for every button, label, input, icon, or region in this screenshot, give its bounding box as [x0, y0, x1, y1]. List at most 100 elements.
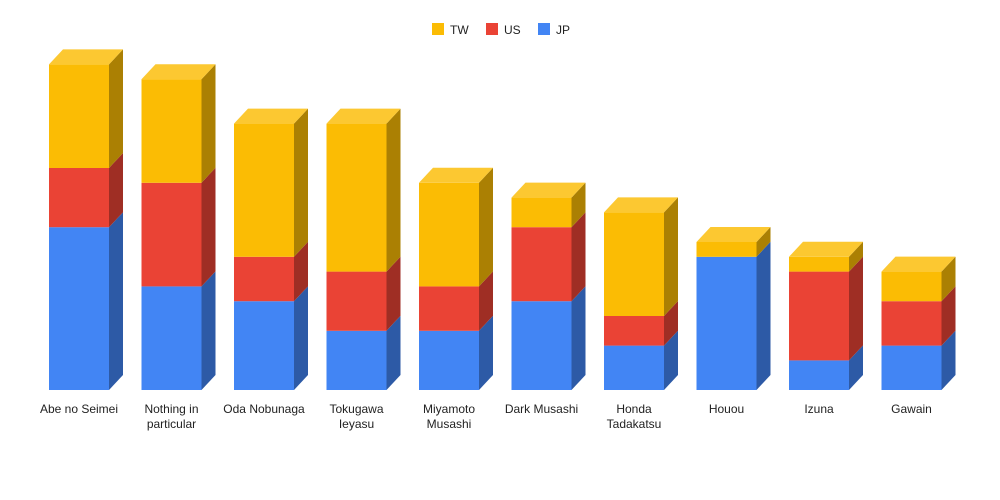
bar-side-jp	[201, 271, 216, 390]
bar-side-us	[664, 301, 678, 346]
bar-stack	[234, 108, 308, 390]
legend-swatch-us	[486, 23, 498, 35]
bar-segment-jp[interactable]	[789, 360, 849, 390]
x-tick-label: Abe no Seimei	[40, 402, 118, 416]
bar-segment-tw[interactable]	[881, 271, 942, 302]
bar-side-us	[571, 212, 586, 302]
bar-segment-tw[interactable]	[419, 182, 479, 287]
bar-side-tw	[664, 197, 678, 316]
bar-stack	[696, 227, 771, 390]
bar-side-tw	[849, 241, 863, 272]
bar-top-tw	[604, 197, 678, 213]
bar-top-tw	[234, 108, 308, 124]
bar-side-jp	[109, 212, 123, 390]
bar-segment-tw[interactable]	[789, 256, 849, 272]
bar-side-jp	[849, 345, 863, 390]
x-tick-label: Izuna	[804, 402, 834, 416]
bar-segment-jp[interactable]	[511, 301, 572, 390]
bar-segment-us[interactable]	[234, 256, 294, 302]
bar-segment-jp[interactable]	[696, 256, 757, 390]
bar-segment-tw[interactable]	[326, 123, 387, 272]
bar-side-jp	[294, 286, 308, 390]
bar-side-us	[849, 256, 863, 361]
bar-side-us	[386, 256, 401, 331]
bar-top-tw	[141, 64, 216, 80]
bar-segment-jp[interactable]	[49, 227, 109, 390]
bar-top-tw	[881, 256, 956, 272]
bar-top-tw	[511, 182, 586, 198]
legend-label-us: US	[504, 23, 521, 37]
bar-side-tw	[201, 64, 216, 183]
legend: TW US JP	[432, 23, 570, 37]
bar-segment-us[interactable]	[604, 316, 664, 346]
bar-stack	[326, 108, 401, 390]
bars-area	[49, 49, 956, 390]
bar-stack	[789, 241, 863, 390]
bar-side-tw	[941, 256, 956, 302]
x-tick-label: Gawain	[891, 402, 932, 416]
bar-side-tw	[294, 108, 308, 257]
x-tick-label: Dark Musashi	[505, 402, 578, 416]
bar-segment-tw[interactable]	[141, 79, 202, 183]
bar-side-tw	[386, 108, 401, 272]
x-tick-label: Houou	[709, 402, 744, 416]
bar-segment-tw[interactable]	[49, 64, 109, 168]
bar-side-us	[941, 286, 956, 346]
bar-stack	[419, 167, 493, 390]
bar-stack	[604, 197, 678, 390]
bar-stack	[49, 49, 123, 390]
bar-side-jp	[571, 286, 586, 390]
bar-stack	[141, 64, 216, 390]
bar-segment-us[interactable]	[881, 301, 942, 346]
legend-label-jp: JP	[556, 23, 570, 37]
bar-segment-tw[interactable]	[696, 242, 757, 257]
legend-item-jp[interactable]: JP	[538, 23, 570, 37]
legend-label-tw: TW	[450, 23, 469, 37]
bar-top-tw	[49, 49, 123, 65]
bar-segment-jp[interactable]	[326, 330, 387, 390]
legend-item-tw[interactable]: TW	[432, 23, 469, 37]
bar-segment-us[interactable]	[419, 286, 479, 331]
bar-side-tw	[571, 182, 586, 228]
x-axis-labels: Abe no Seimei Nothing in particular Oda Nob…	[40, 402, 932, 431]
bar-side-us	[479, 271, 493, 331]
legend-item-us[interactable]: US	[486, 23, 521, 37]
bar-stack	[511, 182, 586, 390]
bar-side-tw	[479, 167, 493, 287]
bar-segment-jp[interactable]	[881, 345, 942, 390]
bar-top-tw	[696, 227, 771, 242]
bar-side-us	[294, 241, 308, 302]
bar-side-us	[201, 167, 216, 287]
bar-segment-jp[interactable]	[604, 345, 664, 390]
bar-side-us	[109, 153, 123, 228]
x-tick-label: Honda Tadakatsu	[607, 402, 662, 431]
bar-side-jp	[756, 241, 771, 390]
x-tick-label: Nothing in particular	[144, 402, 198, 431]
bar-segment-jp[interactable]	[419, 330, 479, 390]
x-tick-label: Tokugawa Ieyasu	[329, 402, 383, 431]
bar-top-tw	[326, 108, 401, 124]
bar-segment-jp[interactable]	[234, 301, 294, 390]
bar-top-tw	[789, 241, 863, 257]
bar-segment-tw[interactable]	[604, 212, 664, 316]
bar-side-jp	[941, 330, 956, 390]
bar-segment-tw[interactable]	[234, 123, 294, 257]
bar-segment-us[interactable]	[511, 227, 572, 302]
bar-side-jp	[479, 315, 493, 390]
bar-segment-us[interactable]	[49, 168, 109, 228]
bar-side-jp	[664, 330, 678, 390]
bar-segment-us[interactable]	[141, 182, 202, 287]
bar-segment-tw[interactable]	[511, 197, 572, 228]
bar-top-tw	[419, 167, 493, 183]
bar-stack	[881, 256, 956, 390]
bar-side-tw	[756, 227, 771, 257]
bar-segment-jp[interactable]	[141, 286, 202, 390]
legend-swatch-tw	[432, 23, 444, 35]
x-tick-label: Miyamoto Musashi	[423, 402, 475, 431]
bar-side-jp	[386, 315, 401, 390]
bar-segment-us[interactable]	[789, 271, 849, 361]
bar-segment-us[interactable]	[326, 271, 387, 331]
bar-side-tw	[109, 49, 123, 168]
x-tick-label: Oda Nobunaga	[223, 402, 305, 416]
